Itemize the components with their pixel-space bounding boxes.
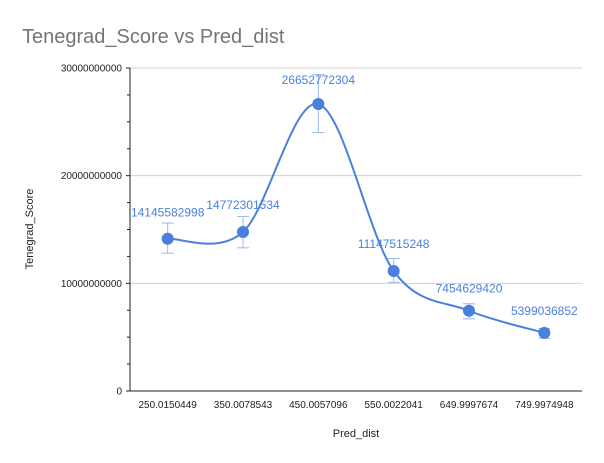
data-label: 5399036852 — [511, 304, 578, 318]
y-tick-label: 30000000000 — [61, 64, 123, 75]
series-line — [167, 103, 545, 334]
data-point — [538, 326, 551, 339]
data-point — [161, 232, 174, 245]
data-label: 26652772304 — [282, 73, 356, 87]
axes: 0 10000000000 20000000000 30000000000 250.01… — [61, 64, 582, 411]
chart-title: Tenegrad_Score vs Pred_dist — [22, 26, 285, 48]
y-tick-label: 0 — [116, 387, 122, 398]
x-tick-label: 450.0057096 — [289, 400, 348, 411]
data-label: 7454629420 — [436, 282, 503, 296]
data-label: 14772301534 — [206, 198, 280, 212]
data-label: 14145582998 — [131, 206, 205, 220]
data-label: 11147515248 — [358, 237, 430, 251]
x-tick-label: 350.0078543 — [214, 400, 273, 411]
data-point — [312, 98, 325, 111]
x-tick-label: 550.0022041 — [364, 400, 423, 411]
x-tick-label: 749.9974948 — [515, 400, 574, 411]
x-tick-label: 250.0150449 — [138, 400, 197, 411]
x-axis-title: Pred_dist — [333, 428, 379, 440]
y-axis-title: Tenegrad_Score — [24, 189, 36, 270]
data-point — [387, 264, 400, 277]
x-tick-label: 649.9997674 — [440, 400, 499, 411]
y-tick-label: 10000000000 — [61, 279, 123, 290]
y-tick-label: 20000000000 — [61, 171, 123, 182]
data-point — [463, 304, 475, 317]
data-point — [237, 225, 249, 238]
